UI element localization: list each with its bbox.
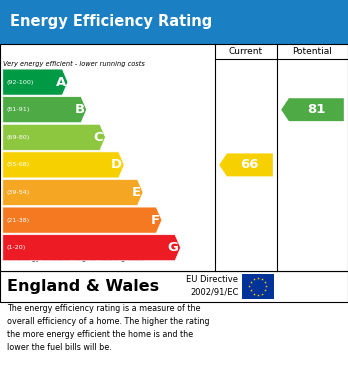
Text: Current: Current	[229, 47, 263, 56]
Text: C: C	[94, 131, 103, 144]
Bar	[0, 271, 348, 302]
Text: England & Wales: England & Wales	[7, 279, 159, 294]
Text: (55-68): (55-68)	[6, 162, 29, 167]
Text: (39-54): (39-54)	[6, 190, 30, 195]
Polygon shape	[3, 235, 181, 261]
Text: (1-20): (1-20)	[6, 245, 25, 250]
Text: (21-38): (21-38)	[6, 218, 29, 222]
Text: F: F	[151, 213, 160, 227]
Text: G: G	[168, 241, 179, 254]
Text: Potential: Potential	[293, 47, 332, 56]
Polygon shape	[3, 97, 87, 123]
Bar	[0, 0, 348, 44]
Polygon shape	[3, 152, 124, 178]
Polygon shape	[219, 153, 273, 176]
Polygon shape	[281, 98, 344, 121]
Text: E: E	[132, 186, 141, 199]
Text: (92-100): (92-100)	[6, 80, 34, 84]
Text: D: D	[111, 158, 122, 171]
Bar	[0, 44, 348, 271]
Polygon shape	[3, 124, 105, 150]
Text: Not energy efficient - higher running costs: Not energy efficient - higher running co…	[3, 256, 145, 262]
Text: (69-80): (69-80)	[6, 135, 30, 140]
Bar	[242, 274, 274, 299]
Polygon shape	[3, 69, 68, 95]
Text: The energy efficiency rating is a measure of the
overall efficiency of a home. T: The energy efficiency rating is a measur…	[7, 304, 209, 352]
Polygon shape	[3, 179, 143, 206]
Text: 66: 66	[240, 158, 259, 171]
Polygon shape	[3, 207, 162, 233]
Text: EU Directive
2002/91/EC: EU Directive 2002/91/EC	[187, 276, 238, 297]
Text: A: A	[56, 75, 66, 89]
Text: Energy Efficiency Rating: Energy Efficiency Rating	[10, 14, 213, 29]
Text: B: B	[74, 103, 85, 116]
Text: (81-91): (81-91)	[6, 107, 30, 112]
Text: Very energy efficient - lower running costs: Very energy efficient - lower running co…	[3, 61, 145, 67]
Text: 81: 81	[307, 103, 325, 116]
